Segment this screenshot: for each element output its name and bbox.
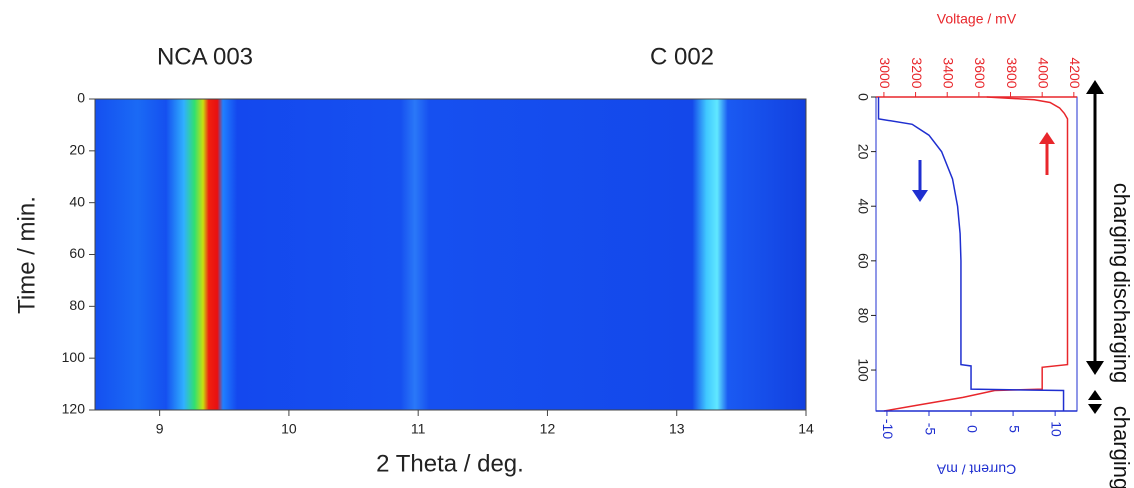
x-tick-label: 3600: [972, 57, 988, 88]
y-tick-label: 80: [69, 297, 85, 313]
arrow-head: [1039, 132, 1055, 144]
x-tick-label: 10: [1048, 421, 1064, 437]
y-tick-label: 100: [62, 349, 86, 365]
peak-label: NCA 003: [157, 43, 253, 70]
y-tick-label: 60: [855, 253, 871, 269]
heatmap-chart: 9 10 11 12 13 14 0 20 40 60 80 100 120 2 Theta / deg.…: [13, 43, 814, 477]
phase-label: charging: [1109, 406, 1134, 488]
arrow-head: [1086, 361, 1104, 375]
y-tick-label: 60: [69, 245, 85, 261]
x-tick-label: -10: [880, 419, 896, 439]
x-tick-label: 14: [798, 421, 814, 437]
y-axis-label: Time / min.: [13, 196, 40, 314]
y-tick-label: 20: [69, 142, 85, 158]
data-line: [883, 96, 1069, 412]
y-tick-label: 40: [69, 193, 85, 209]
x-tick-label: 9: [156, 421, 164, 437]
y-tick-label: 40: [855, 198, 871, 214]
heatmap-image: [95, 99, 806, 410]
x-tick-label: 3400: [941, 57, 957, 88]
peak-label: C 002: [650, 43, 714, 70]
x-axis-label: Voltage / mV: [937, 11, 1017, 27]
arrow-head: [1088, 404, 1102, 414]
x-axis-label: Current / mA: [936, 461, 1016, 477]
arrow-head: [1088, 390, 1102, 400]
x-tick-label: 0: [964, 425, 980, 433]
x-tick-label: 12: [540, 421, 556, 437]
x-tick-label: 10: [281, 421, 297, 437]
phase-label: discharging: [1109, 271, 1134, 384]
x-tick-label: 4200: [1067, 57, 1083, 88]
arrow-head: [1086, 80, 1104, 94]
y-tick-label: 100: [855, 358, 871, 382]
x-tick-label: 4000: [1035, 57, 1051, 88]
x-tick-label: -5: [922, 423, 938, 436]
y-tick-label: 0: [855, 93, 871, 101]
y-tick-label: 120: [62, 401, 86, 417]
data-line: [877, 97, 1065, 411]
y-tick-label: 80: [855, 308, 871, 324]
x-tick-label: 13: [669, 421, 685, 437]
x-tick-label: 3800: [1004, 57, 1020, 88]
y-tick-label: 20: [855, 144, 871, 160]
x-tick-label: 3200: [909, 57, 925, 88]
x-tick-label: 3000: [877, 57, 893, 88]
phase-label: charging: [1109, 183, 1134, 267]
x-axis-label: 2 Theta / deg.: [376, 450, 524, 477]
x-tick-label: 5: [1006, 425, 1022, 433]
arrow-head: [912, 190, 928, 202]
y-tick-label: 0: [77, 90, 85, 106]
x-tick-label: 11: [411, 421, 426, 437]
